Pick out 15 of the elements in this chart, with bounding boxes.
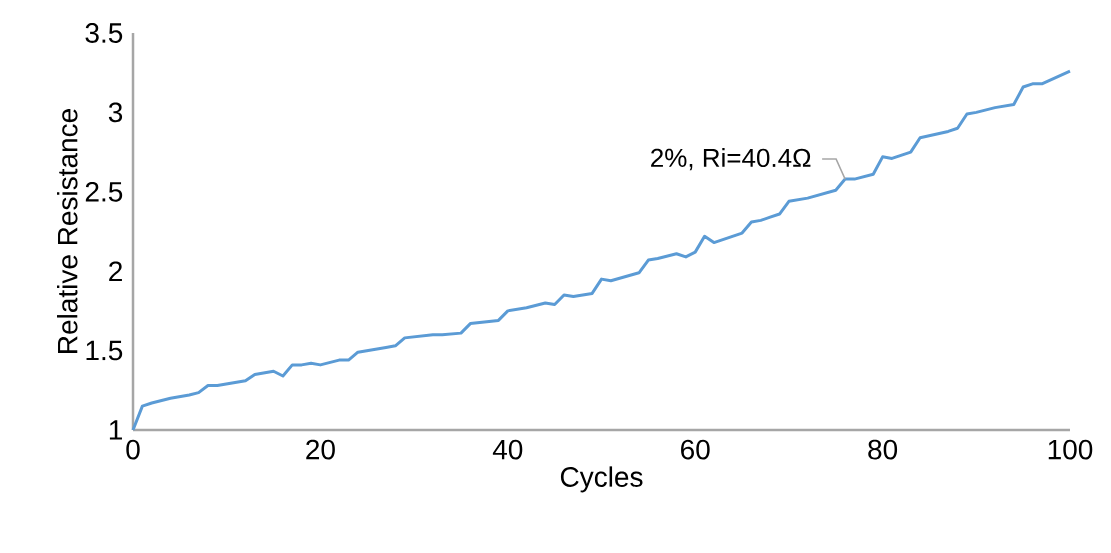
x-tick-label: 40 [492, 439, 523, 460]
x-tick-label: 100 [1048, 439, 1093, 460]
y-tick-label: 2.5 [85, 181, 123, 202]
y-tick-label: 3.5 [85, 23, 123, 43]
y-tick-label: 1.5 [86, 340, 123, 361]
y-tick-label: 2 [109, 261, 122, 281]
x-tick-label: 20 [306, 439, 335, 460]
y-tick-label: 3 [108, 102, 123, 123]
x-tick-label: 60 [681, 439, 710, 460]
x-tick-label: 0 [126, 439, 140, 460]
x-axis-title: Cycles [560, 466, 643, 493]
x-tick-label: 80 [868, 439, 898, 460]
y-tick-label: 1 [109, 420, 122, 440]
annotation: 2%, Ri=40.4Ω [651, 148, 811, 171]
y-axis-title: Relative Resistance [57, 109, 78, 353]
